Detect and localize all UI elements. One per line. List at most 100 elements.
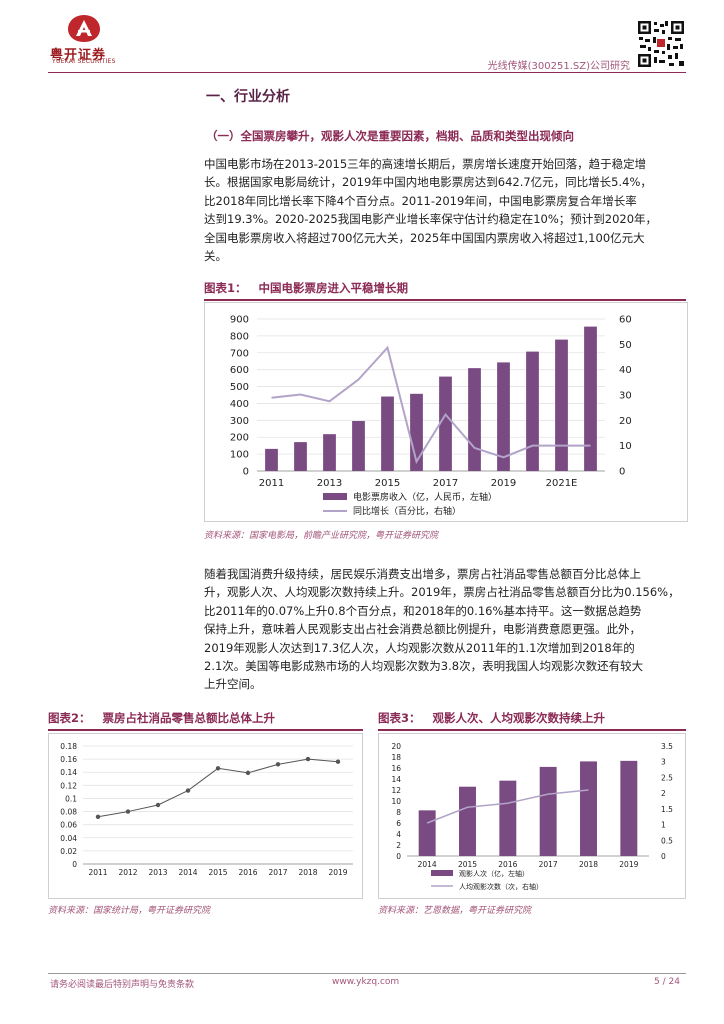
y-tick-label: 0.16 [60, 755, 77, 764]
x-tick-label: 2021E [546, 478, 578, 489]
y-left-tick-label: 8 [396, 808, 401, 817]
bar [323, 434, 336, 471]
x-tick-label: 2016 [498, 860, 517, 869]
x-tick-label: 2015 [375, 478, 400, 489]
y-left-tick-label: 10 [391, 797, 401, 806]
x-tick-label: 2018 [298, 868, 317, 877]
fig3-rule [378, 729, 686, 731]
x-tick-label: 2018 [579, 860, 598, 869]
data-point [245, 770, 251, 776]
legend-label: 观影人次（亿，左轴） [459, 869, 529, 878]
x-tick-label: 2017 [268, 868, 287, 877]
section-title: 一、行业分析 [206, 89, 290, 105]
header-divider [48, 72, 686, 73]
y-right-tick-label: 3 [661, 758, 666, 767]
fig1-source: 资料来源：国家电影局，前瞻产业研究院，粤开证券研究院 [204, 531, 439, 541]
chart-1: 0 100 200 300 400 500 600 700 800 900 0 10 20 30 40 50 6… [230, 315, 632, 518]
y-left-tick-label: 500 [230, 382, 249, 393]
bar [459, 786, 476, 856]
y-left-tick-label: 20 [391, 742, 401, 751]
bar [620, 760, 638, 856]
text-line: 关。 [204, 249, 227, 264]
footer-website[interactable]: www.ykzq.com [332, 977, 400, 987]
bar [418, 810, 436, 856]
bar [555, 339, 568, 471]
y-left-tick-label: 100 [230, 450, 249, 461]
y-left-tick-label: 12 [391, 786, 401, 795]
text-line: 上升空间。 [204, 677, 262, 692]
y-right-tick-label: 20 [619, 416, 632, 427]
y-right-tick-label: 1.5 [661, 805, 673, 814]
legend-label: 同比增长（百分比，右轴） [353, 505, 461, 517]
data-point [125, 809, 131, 814]
text-line: 保持上升，意味着人民观影支出占社会消费总额比例提升，电影消费意愿更强。此外， [204, 622, 641, 637]
logo-text-cn: 粤开证券 [50, 48, 107, 63]
y-left-tick-label: 18 [391, 753, 401, 762]
footer-disclaimer: 请务必阅读最后特别声明与免责条款 [50, 980, 195, 990]
data-point [275, 762, 281, 767]
legend-swatch-bar [323, 493, 347, 500]
text-line: 比2018年同比增长率下降4个百分点。2011-2019年间，中国电影票房复合年… [204, 193, 637, 208]
x-tick-label: 2017 [539, 860, 558, 869]
x-tick-label: 2012 [118, 868, 137, 877]
chart-box-1: 0 100 200 300 400 500 600 700 800 900 0 10 20 30 40 50 6… [204, 302, 688, 522]
series-line [426, 789, 589, 824]
data-point [305, 756, 311, 762]
bar [265, 448, 278, 471]
fig3-source: 资料来源：艺恩数据，粤开证券研究院 [378, 906, 532, 916]
x-tick-label: 2014 [418, 860, 437, 869]
chart-box-2: 0 0.02 0.04 0.06 0.08 0.1 0.12 0.14 0.16 0.18 2011… [48, 733, 363, 899]
text-line: 长。根据国家电影局统计，2019年中国内地电影票房达到642.7亿元，同比增长5… [204, 175, 652, 190]
text-line: 比2011年的0.07%上升0.8个百分点，和2018年的0.16%基本持平。这… [204, 603, 642, 618]
report-label: 光线传媒(300251.SZ)公司研究 [487, 61, 630, 72]
series-line [271, 345, 591, 465]
y-right-tick-label: 10 [619, 441, 632, 452]
bar [497, 362, 510, 471]
bar [539, 766, 557, 856]
y-right-tick-label: 1 [661, 821, 666, 830]
page-number: 5 / 24 [654, 977, 680, 987]
legend-label: 电影票房收入（亿，人民币，左轴） [353, 491, 497, 503]
x-tick-label: 2017 [433, 478, 458, 489]
y-tick-label: 0.1 [65, 794, 77, 803]
x-tick-label: 2011 [259, 478, 284, 489]
x-tick-label: 2015 [208, 868, 227, 877]
fig1-rule [204, 299, 686, 301]
y-right-tick-label: 50 [619, 340, 632, 351]
y-left-tick-label: 6 [396, 819, 401, 828]
x-tick-label: 2014 [178, 868, 197, 877]
text-line: 2.1次。美国等电影成熟市场的人均观影次数为3.8次，表明我国人均观影次数还有较… [204, 659, 644, 674]
chart-3: 0 2 4 6 8 10 12 14 16 18 20 0 0.5 1 1.5 2 2.5 3 3.5 2014 201… [391, 742, 673, 891]
text-line: 随着我国消费升级持续，居民娱乐消费支出增多，票房占社消品零售总额百分比总体上 [204, 567, 641, 581]
chart-box-3: 0 2 4 6 8 10 12 14 16 18 20 0 0.5 1 1.5 2 2.5 3 3.5 2014 201… [378, 733, 686, 899]
fig1-title-text: 中国电影票房进入平稳增长期 [258, 281, 409, 295]
y-left-tick-label: 14 [391, 775, 401, 784]
logo-text-en: YUEKAI SECURITIES [52, 58, 116, 65]
fig3-label: 图表3： [378, 711, 421, 725]
y-left-tick-label: 16 [391, 764, 401, 773]
text-line: 2019年观影人次达到17.3亿人次，人均观影次数从2011年的1.1次增加到2… [204, 640, 635, 655]
fig2-title: 图表2： 票房占社消品零售总额比总体上升 [48, 710, 275, 726]
legend-label: 人均观影次数（次，右轴） [459, 882, 543, 891]
fig3-title: 图表3： 观影人次、人均观影次数持续上升 [378, 710, 605, 726]
fig1-label: 图表1： [204, 281, 247, 295]
y-right-tick-label: 60 [619, 315, 632, 326]
text-line: 全国电影票房收入将超过700亿元大关，2025年中国国内票房收入将超过1,100… [204, 230, 645, 245]
y-tick-label: 0.18 [60, 742, 77, 751]
fig2-rule [48, 729, 363, 731]
legend-swatch-bar [431, 870, 453, 876]
y-tick-label: 0.06 [60, 821, 77, 830]
bar [499, 780, 517, 856]
y-tick-label: 0.04 [60, 834, 77, 843]
y-right-tick-label: 0.5 [661, 836, 673, 845]
fig2-label: 图表2： [48, 711, 91, 725]
y-tick-label: 0 [72, 860, 77, 869]
bar [584, 326, 597, 471]
text-line: 升，观影人次、人均观影次数持续上升。2019年，票房占社消品零售总额百分比为0.… [204, 585, 680, 600]
chart-2: 0 0.02 0.04 0.06 0.08 0.1 0.12 0.14 0.16 0.18 2011… [60, 742, 353, 877]
x-tick-label: 2019 [491, 478, 516, 489]
footer-divider [48, 973, 686, 974]
x-tick-label: 2019 [328, 868, 347, 877]
y-tick-label: 0.14 [60, 768, 77, 777]
bar [468, 368, 481, 471]
